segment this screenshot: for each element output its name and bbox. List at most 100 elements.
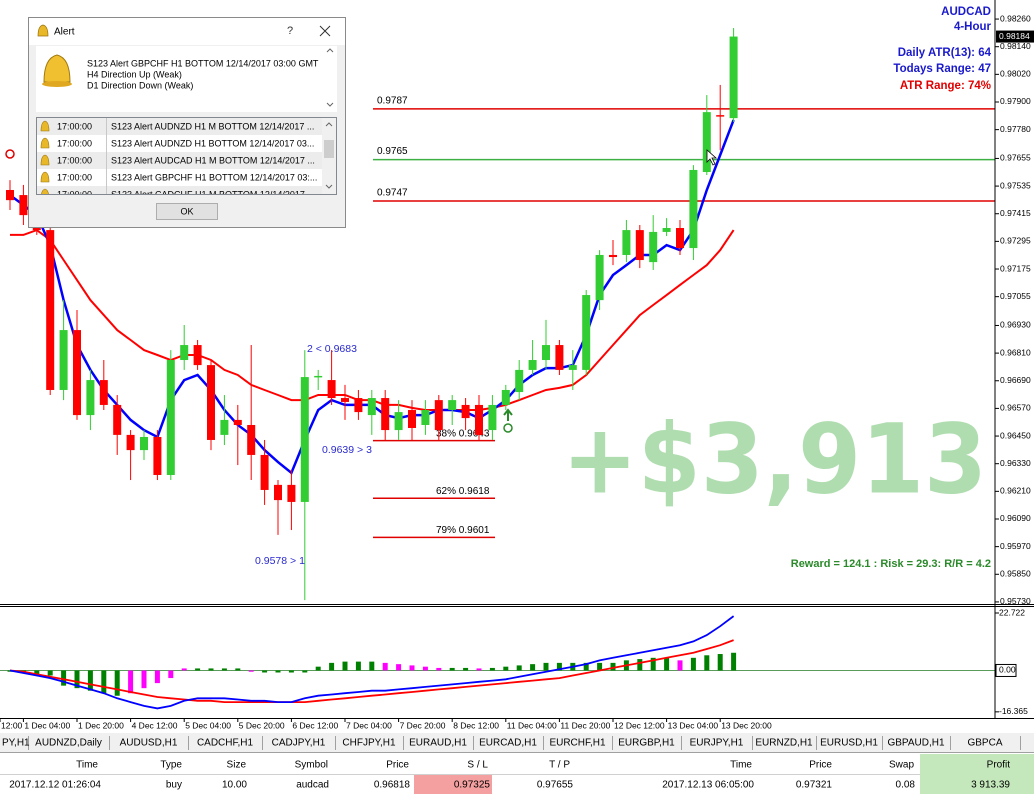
column-header: Size <box>227 760 247 771</box>
cell[interactable]: buy <box>166 780 182 791</box>
range: Todays Range: 47 <box>893 63 991 75</box>
tab[interactable]: CHFJPY,H1 <box>342 738 396 749</box>
column-header: Time <box>76 760 98 771</box>
close-button[interactable] <box>319 25 331 37</box>
tab[interactable]: PY,H1 <box>2 738 30 749</box>
oscillator-plot <box>0 615 995 710</box>
tab[interactable]: EURJPY,H1 <box>690 738 744 749</box>
x-tick-label: 1 Dec 20:00 <box>78 720 124 730</box>
y-tick-label: 0.00 <box>999 665 1016 675</box>
candle-body <box>86 380 95 416</box>
alert-text[interactable]: S123 Alert AUDNZD H1 M BOTTOM 12/14/2017… <box>111 121 314 131</box>
tab[interactable]: EURUSD,H1 <box>820 738 878 749</box>
y-tick-label: 0.96330 <box>1000 458 1031 468</box>
cell[interactable]: 3 913.39 <box>971 780 1010 791</box>
histogram-bar <box>355 661 361 671</box>
x-tick-label: 12 Dec 12:00 <box>614 720 665 730</box>
histogram-bar <box>168 670 174 679</box>
tab[interactable]: AUDUSD,H1 <box>120 738 178 749</box>
bell-icon <box>43 54 71 83</box>
cell[interactable]: 10.00 <box>222 780 247 791</box>
bell-icon <box>37 24 49 37</box>
tab[interactable]: EURCHF,H1 <box>549 738 606 749</box>
cell[interactable]: 0.97321 <box>796 780 833 791</box>
x-tick-label: 7 Dec 04:00 <box>346 720 392 730</box>
atr: Daily ATR(13): 64 <box>898 47 992 59</box>
y-tick-label: 0.98020 <box>1000 69 1031 79</box>
candle-body <box>528 360 537 370</box>
alert-time[interactable]: 17:00:00 <box>57 172 92 182</box>
histogram-bar <box>717 654 723 671</box>
x-tick-label: 11 Dec 20:00 <box>560 720 610 730</box>
cell[interactable]: 0.97655 <box>537 780 574 791</box>
tab[interactable]: EURNZD,H1 <box>755 738 813 749</box>
x-tick-label: 6 Dec 12:00 <box>292 720 338 730</box>
bell-icon <box>41 188 49 194</box>
alert-time[interactable]: 17:00:00 <box>57 121 92 131</box>
column-header: T / P <box>549 760 570 771</box>
tab[interactable]: EURGBP,H1 <box>618 738 675 749</box>
y-tick-label: 0.97655 <box>1000 153 1031 163</box>
x-tick-label: 7 Dec 20:00 <box>400 720 446 730</box>
tab-bar <box>0 733 1034 752</box>
y-tick-label: 0.95850 <box>1000 569 1031 579</box>
histogram-bar <box>449 667 455 671</box>
message-line: D1 Direction Down (Weak) <box>87 80 193 90</box>
fib-label: 38% 0.9643 <box>436 428 490 439</box>
alert-dialog: Alert ? S123 Alert GBPCHF H1 BOTTOM 12/1… <box>28 17 346 228</box>
candle-body <box>260 454 269 490</box>
tab[interactable]: EURAUD,H1 <box>409 738 467 749</box>
candle-body <box>475 404 483 435</box>
alert-rows: 17:00:00 S123 Alert AUDNZD H1 M BOTTOM 12… <box>37 118 322 199</box>
scroll-arrow[interactable] <box>326 48 334 107</box>
tab[interactable]: CADCHF,H1 <box>197 738 254 749</box>
tab[interactable]: EURCAD,H1 <box>479 738 537 749</box>
level-label: 0.9765 <box>377 146 408 157</box>
alert-time[interactable]: 17:00:00 <box>57 138 92 148</box>
histogram-bar <box>650 657 656 671</box>
row-bg <box>37 186 322 194</box>
tab[interactable]: CADJPY,H1 <box>272 738 326 749</box>
cell[interactable]: 2017.12.13 06:05:00 <box>662 780 754 791</box>
cell[interactable]: 0.97325 <box>454 780 491 791</box>
help-button[interactable]: ? <box>287 25 293 37</box>
alert-text[interactable]: S123 Alert GBPCHF H1 BOTTOM 12/14/2017 0… <box>111 172 317 182</box>
alert-time[interactable]: 17:00:00 <box>57 189 92 199</box>
scroll-thumb[interactable] <box>324 140 334 158</box>
cell[interactable]: 2017.12.12 01:26:04 <box>9 780 101 791</box>
cell[interactable]: audcad <box>296 780 329 791</box>
dialog-title: Alert <box>54 27 75 38</box>
candle-body <box>649 231 658 263</box>
histogram-bar <box>195 668 201 671</box>
y-tick-label: 0.96690 <box>1000 375 1031 385</box>
y-tick-label: 0.96810 <box>1000 347 1031 357</box>
oscillator-line <box>9 615 735 710</box>
candle-body <box>314 375 323 378</box>
x-tick-label: 1 Dec 04:00 <box>24 720 70 730</box>
histogram-bar <box>342 661 348 671</box>
column-header: Profit <box>987 760 1011 771</box>
message-line: H4 Direction Up (Weak) <box>87 69 182 79</box>
candle-body <box>220 419 229 435</box>
ok-button[interactable] <box>156 203 218 220</box>
candle-body <box>354 398 363 413</box>
candle-body <box>662 228 671 232</box>
column-header: Price <box>809 760 832 771</box>
alert-time[interactable]: 17:00:00 <box>57 155 92 165</box>
cell[interactable]: 0.08 <box>896 780 916 791</box>
sl-cell <box>414 775 492 794</box>
trade-table: Time 2017.12.12 01:26:04 Type buy Size 10.00 S… <box>0 754 1034 794</box>
tab[interactable]: GBPAUD,H1 <box>887 738 944 749</box>
cell[interactable]: 0.96818 <box>374 780 411 791</box>
candle-body <box>341 398 349 402</box>
alert-text[interactable]: S123 Alert CADCHF H1 M BOTTOM 12/14/2017… <box>111 189 315 199</box>
title-bar <box>29 18 345 45</box>
tab[interactable]: GBPCA <box>967 738 1002 749</box>
alert-text[interactable]: S123 Alert AUDCAD H1 M BOTTOM 12/14/2017… <box>111 155 315 165</box>
scroll-arrow[interactable] <box>325 122 333 189</box>
alert-text[interactable]: S123 Alert AUDNZD H1 BOTTOM 12/14/2017 0… <box>111 138 314 148</box>
ok-label[interactable]: OK <box>180 206 193 216</box>
y-tick-label: 0.97535 <box>1000 180 1031 190</box>
candle-body <box>274 484 282 501</box>
tab[interactable]: AUDNZD,Daily <box>35 738 102 749</box>
